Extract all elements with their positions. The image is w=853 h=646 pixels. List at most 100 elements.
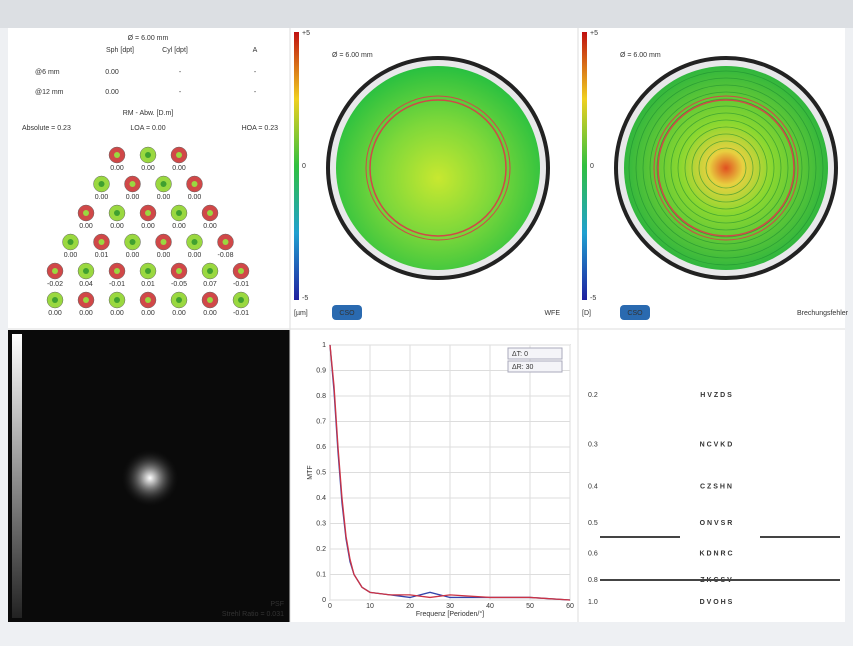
zernike-value: -0.08: [218, 252, 234, 259]
zernike-icon-core: [145, 268, 151, 274]
map-disc: [336, 66, 540, 270]
logo-box: [332, 305, 362, 320]
zernike-icon-core: [67, 239, 74, 245]
zernike-value: -0.05: [171, 281, 187, 288]
map-ring: [684, 126, 768, 210]
map-disc: [624, 66, 828, 270]
zernike-icon-core: [129, 239, 136, 245]
zernike-icon-core: [114, 297, 120, 303]
scale-mid: 0: [590, 163, 594, 170]
table-cell: -: [254, 89, 257, 96]
map-label: Brechungsfehler: [797, 310, 849, 317]
zernike-value: -0.01: [233, 310, 249, 317]
table-cell: -: [254, 69, 257, 76]
zernike-value: 0.00: [172, 165, 186, 172]
zernike-value: 0.00: [157, 252, 171, 259]
unit: [D]: [582, 310, 591, 317]
zernike-icon-core: [114, 210, 120, 216]
table-cell: -: [179, 89, 182, 96]
map-ring: [642, 84, 810, 252]
loa: LOA = 0.00: [130, 125, 165, 132]
x-tick-label: 40: [486, 603, 494, 610]
table-cell: 0.00: [105, 89, 119, 96]
zernike-value: 0.00: [48, 310, 62, 317]
map-ring: [649, 91, 803, 245]
wfe-panel: +5 0 -5 [µm] CSO WFE Ø = 6.00 mm: [294, 30, 560, 320]
mtf-panel: 00.10.20.30.40.50.60.70.80.910 10 20 30 40 50…: [307, 342, 574, 618]
map-ring: [663, 105, 789, 231]
x-tick-label: 0: [328, 603, 332, 610]
zone-ring: [369, 99, 507, 237]
zernike-value: 0.00: [141, 165, 155, 172]
acuity-label: 0.6: [588, 551, 598, 558]
y-axis-label: MTF: [307, 465, 314, 479]
psf-labels: PSF Strehl Ratio = 0.031: [222, 601, 284, 618]
acuity-label: 0.2: [588, 392, 598, 399]
rms-title: RM - Abw. [D.m]: [123, 110, 174, 117]
zernike-icon-core: [129, 181, 136, 187]
x-tick-label: 60: [566, 603, 574, 610]
zernike-icon-core: [52, 297, 58, 303]
zone-ring: [365, 95, 511, 241]
zernike-icon-core: [83, 297, 89, 303]
acuity-letters: C Z S H N: [700, 484, 732, 491]
column-header: Sph [dpt]: [106, 47, 134, 54]
zernike-icon-core: [145, 297, 151, 303]
scale-top: +5: [590, 30, 598, 37]
colorbar: [582, 32, 587, 300]
map-ring: [670, 112, 782, 224]
x-tick-label: 50: [526, 603, 534, 610]
zernike-value: 0.00: [188, 252, 202, 259]
zernike-icon-core: [207, 210, 213, 216]
zernike-icon-core: [176, 297, 182, 303]
zernike-icon-core: [160, 181, 167, 187]
y-tick-label: 0.9: [316, 367, 326, 374]
acuity-label: 0.3: [588, 441, 598, 448]
map-ring: [705, 147, 747, 189]
acuity-letters: N C V K D: [700, 441, 733, 448]
zernike-icon-core: [160, 239, 167, 245]
scale-mid: 0: [302, 163, 306, 170]
hoa: HOA = 0.23: [242, 125, 278, 132]
zernike-value: 0.00: [141, 310, 155, 317]
map-ring: [656, 98, 796, 238]
zone-ring: [657, 99, 795, 237]
y-tick-label: 0.4: [316, 495, 326, 502]
zernike-value: 0.00: [110, 223, 124, 230]
map-ring: [698, 140, 754, 196]
zernike-value: 0.00: [95, 194, 109, 201]
zernike-icon-core: [222, 239, 229, 245]
zernike-value: 0.00: [172, 223, 186, 230]
psf-scale: [12, 334, 22, 618]
zernike-icon-core: [52, 268, 58, 274]
diameter: Ø = 6.00 mm: [620, 52, 661, 59]
zernike-value: -0.01: [233, 281, 249, 288]
scale-top: +5: [302, 30, 310, 37]
acuity-letters: H V Z D S: [700, 392, 732, 399]
zernike-value: 0.00: [110, 165, 124, 172]
refraction-panel: Ø = 6.00 mm Sph [dpt] Cyl [dpt] A @6 mm 0.00 -…: [22, 35, 278, 317]
acuity-letters: K D N R C: [699, 551, 732, 558]
absolute: Absolute = 0.23: [22, 125, 71, 132]
strehl: Strehl Ratio = 0.031: [222, 611, 284, 618]
zernike-icon-core: [176, 210, 182, 216]
map-ring: [628, 70, 824, 266]
column-header: Cyl [dpt]: [162, 47, 188, 54]
table-cell: @6 mm: [35, 69, 60, 76]
x-tick-label: 30: [446, 603, 454, 610]
zernike-value: 0.00: [141, 223, 155, 230]
acuity-label: 0.8: [588, 577, 598, 584]
zone-ring: [653, 95, 799, 241]
colorbar: [294, 32, 299, 300]
zernike-value: 0.01: [141, 281, 155, 288]
diameter: Ø = 6.00 mm: [128, 35, 169, 42]
zernike-icon-core: [207, 297, 213, 303]
y-tick-label: 0.2: [316, 546, 326, 553]
zernike-value: 0.00: [188, 194, 202, 201]
x-axis-label: Frequenz [Perioden/°]: [416, 610, 484, 618]
zernike-icon-core: [238, 297, 244, 303]
zernike-value: 0.00: [126, 194, 140, 201]
zernike-value: 0.00: [203, 310, 217, 317]
